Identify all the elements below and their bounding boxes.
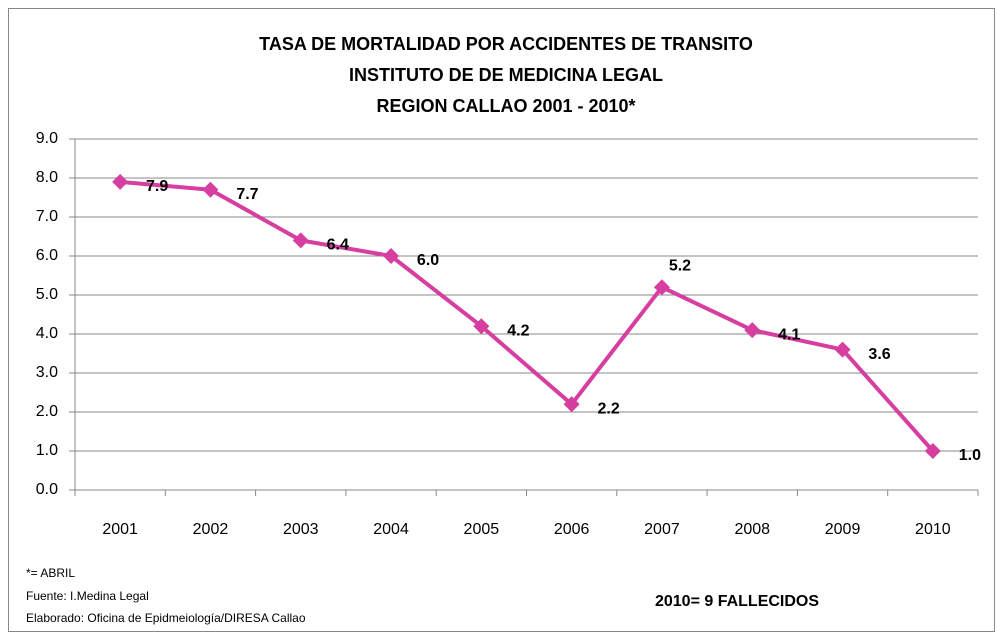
x-tick-label: 2003 [283,521,319,538]
data-label: 1.0 [959,447,981,464]
chart-title: REGION CALLAO 2001 - 2010* [376,96,635,116]
data-label: 7.9 [146,178,168,195]
line [119,179,935,453]
y-tick-label: 0.0 [36,481,58,498]
data-label: 3.6 [868,346,890,363]
chart-title: TASA DE MORTALIDAD POR ACCIDENTES DE TRA… [259,34,753,54]
x-tick-label: 2004 [373,521,409,538]
marker [383,248,400,264]
data-label: 7.7 [236,186,258,203]
annotation: Fuente: I.Medina Legal [26,589,149,603]
marker [744,322,761,339]
x-tick-label: 2006 [554,521,590,538]
annotation: Elaborado: Oficina de Epidmeiología/DIRE… [26,611,306,625]
x-tick-label: 2001 [102,521,138,538]
chart-border [8,8,995,632]
y-tick-label: 5.0 [36,286,58,303]
x-tick-label: 2009 [825,521,861,538]
data-label: 4.1 [778,326,800,343]
y-tick-label: 4.0 [36,325,58,342]
annotation: 2010= 9 FALLECIDOS [655,593,819,610]
y-tick-label: 1.0 [36,442,58,459]
data-label: 5.2 [669,257,691,274]
marker [924,443,941,459]
x-tick-label: 2002 [193,521,229,538]
x-tick-label: 2005 [464,521,500,538]
x-tick-label: 2007 [644,521,680,538]
chart-title: INSTITUTO DE DE MEDICINA LEGAL [349,65,663,85]
y-tick-label: 3.0 [36,364,58,381]
x-tick-label: 2010 [915,521,951,538]
data-label: 6.4 [327,237,349,254]
marker [473,318,490,335]
y-tick-label: 9.0 [36,130,58,147]
y-tick-label: 6.0 [36,247,58,264]
y-tick-label: 8.0 [36,169,58,186]
marker [563,396,580,413]
annotation: *= ABRIL [26,566,75,580]
data-label: 2.2 [598,400,620,417]
marker [292,232,309,249]
y-tick-label: 7.0 [36,208,58,225]
y-tick-label: 2.0 [36,403,58,420]
marker [653,279,670,296]
data-label: 4.2 [507,322,529,339]
marker [834,341,851,358]
data-label: 6.0 [417,252,439,269]
x-tick-label: 2008 [734,521,770,538]
marker [112,173,129,190]
marker [202,181,219,198]
